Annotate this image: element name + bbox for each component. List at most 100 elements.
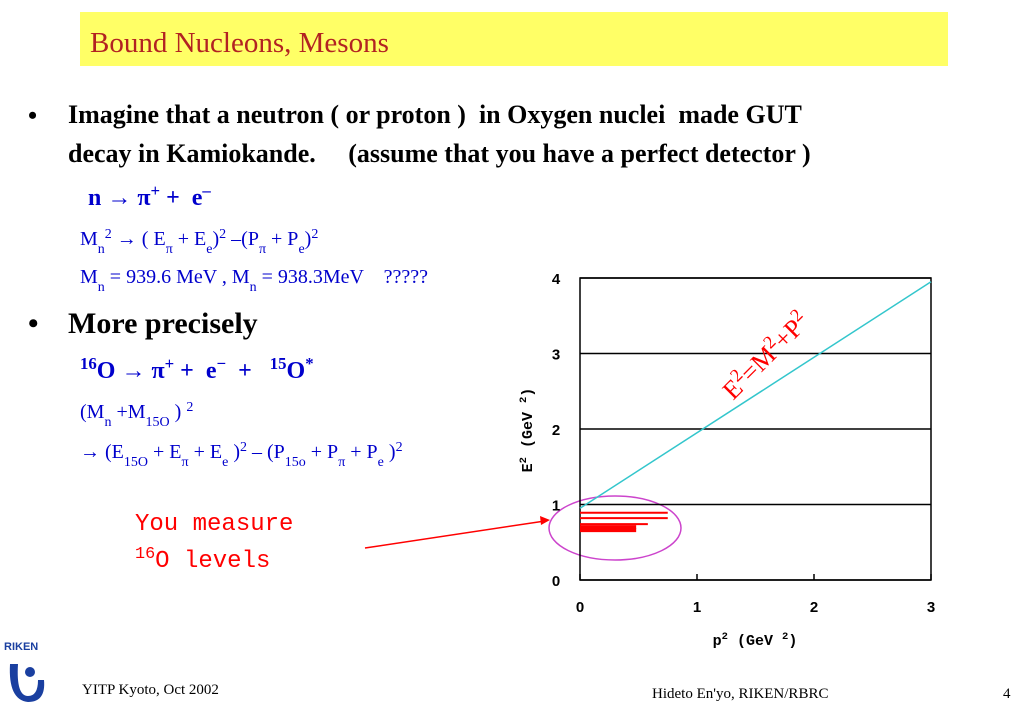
arrow-head xyxy=(540,516,550,525)
text-run: n → π xyxy=(88,185,151,211)
bullet-dot: • xyxy=(28,307,39,340)
text-run: 15O xyxy=(146,415,170,430)
text-run: 16 xyxy=(135,545,155,564)
y-tick-label: 2 xyxy=(552,422,560,439)
text-run: ) xyxy=(788,633,797,650)
text-run: + e xyxy=(160,185,203,211)
text-run: + E xyxy=(173,228,207,250)
formula: n → π+ + e– xyxy=(88,181,211,212)
text-run: 2 xyxy=(105,227,112,242)
text-run: ) xyxy=(170,401,187,423)
text-run: O → π xyxy=(97,358,165,384)
y-tick-label: 0 xyxy=(552,573,560,590)
text-run: p xyxy=(713,633,722,650)
formula: 16O → π+ + e− + 15O* xyxy=(80,354,314,385)
text-run: 2 xyxy=(518,397,530,403)
text-run: → ( E xyxy=(112,228,166,250)
text-run: n xyxy=(104,415,111,430)
page-number: 4 xyxy=(1003,686,1011,702)
text-run: + xyxy=(165,354,175,373)
equation-annotation: E2=M2+P2 xyxy=(715,305,815,405)
text-run: – (P xyxy=(247,441,285,463)
title: Bound Nucleons, Mesons xyxy=(90,27,389,59)
text-run: 2 xyxy=(722,631,728,643)
text-run: 15o xyxy=(285,455,306,470)
text-run: ) xyxy=(384,441,396,463)
text-run: E xyxy=(520,463,537,472)
text-run: + xyxy=(151,181,161,200)
text-run: 2 xyxy=(311,227,318,242)
text-run: + P xyxy=(266,228,298,250)
text-run: 15 xyxy=(270,354,287,373)
text-run: 2 xyxy=(186,400,193,415)
text-run: ) xyxy=(228,441,240,463)
bullet-text: More precisely xyxy=(68,307,258,340)
text-run: +M xyxy=(111,401,145,423)
text-run: π xyxy=(259,242,266,257)
text-run: 2 xyxy=(518,457,530,463)
text-run: 2 xyxy=(782,631,788,643)
text-run: = 939.6 MeV , M xyxy=(105,266,250,288)
text-run: M xyxy=(80,266,98,288)
text-run: → (E xyxy=(80,441,124,463)
text-run: ) xyxy=(305,228,312,250)
text-run: + e xyxy=(174,358,217,384)
text-run: e xyxy=(298,242,304,257)
text-run: O xyxy=(287,358,306,384)
y-axis-label: E2 (GeV 2) xyxy=(518,388,537,473)
text-run: – xyxy=(201,181,211,200)
formula: (Mn +M15O ) 2 xyxy=(80,400,193,430)
text-run: + P xyxy=(345,441,377,463)
text-run: You measure xyxy=(135,511,293,538)
text-run: + E xyxy=(189,441,223,463)
logo-dot xyxy=(25,667,35,677)
text-run: − xyxy=(217,354,227,373)
note: 16O levels xyxy=(135,545,270,576)
text-run: + P xyxy=(306,441,338,463)
text-run: (M xyxy=(80,401,105,423)
footer-center: Hideto En'yo, RIKEN/RBRC xyxy=(652,686,828,702)
formula: Mn = 939.6 MeV , Mn = 938.3MeV ????? xyxy=(80,266,428,295)
text-run: π xyxy=(166,242,173,257)
formula: Mn2 → ( Eπ + Ee)2 –(Pπ + Pe)2 xyxy=(80,227,318,257)
note: You measure xyxy=(135,511,293,538)
text-run: * xyxy=(305,354,313,373)
bullet-text: decay in Kamiokande. (assume that you ha… xyxy=(68,139,811,168)
text-run: = 938.3MeV ????? xyxy=(257,266,429,288)
y-tick-label: 1 xyxy=(552,498,560,515)
text-run: O levels xyxy=(155,548,270,575)
formula: → (E15O + Eπ + Ee )2 – (P15o + Pπ + Pe )… xyxy=(80,440,403,470)
logo-text: RIKEN xyxy=(4,641,38,653)
y-tick-label: 4 xyxy=(552,271,561,288)
footer-left: YITP Kyoto, Oct 2002 xyxy=(82,682,219,698)
relation-line xyxy=(579,281,932,509)
highlight-ellipse xyxy=(548,495,682,561)
text-run: + E xyxy=(148,441,182,463)
text-run: π xyxy=(182,455,189,470)
text-run: ) xyxy=(520,388,537,397)
bullet-text: Imagine that a neutron ( or proton ) in … xyxy=(68,100,802,129)
text-run: e xyxy=(206,242,212,257)
logo-mark xyxy=(9,664,45,702)
text-run: e xyxy=(378,455,384,470)
x-tick-label: 1 xyxy=(693,599,701,616)
text-run: M xyxy=(80,228,98,250)
text-run: –(P xyxy=(226,228,259,250)
title-bar xyxy=(80,12,948,66)
text-run: n xyxy=(98,242,105,257)
text-run: + xyxy=(226,358,270,384)
x-tick-label: 2 xyxy=(810,599,818,616)
text-run: 2 xyxy=(219,227,226,242)
x-tick-label: 0 xyxy=(576,599,584,616)
text-run: ) xyxy=(212,228,219,250)
text-run: n xyxy=(250,280,257,295)
text-run: 16 xyxy=(80,354,97,373)
text-run: (GeV xyxy=(728,633,782,650)
logo xyxy=(9,664,45,702)
text-run: 15O xyxy=(124,455,148,470)
text-run: (GeV xyxy=(520,403,537,457)
x-axis-label: p2 (GeV 2) xyxy=(713,631,798,650)
y-tick-label: 3 xyxy=(552,347,560,364)
x-tick-label: 3 xyxy=(927,599,935,616)
